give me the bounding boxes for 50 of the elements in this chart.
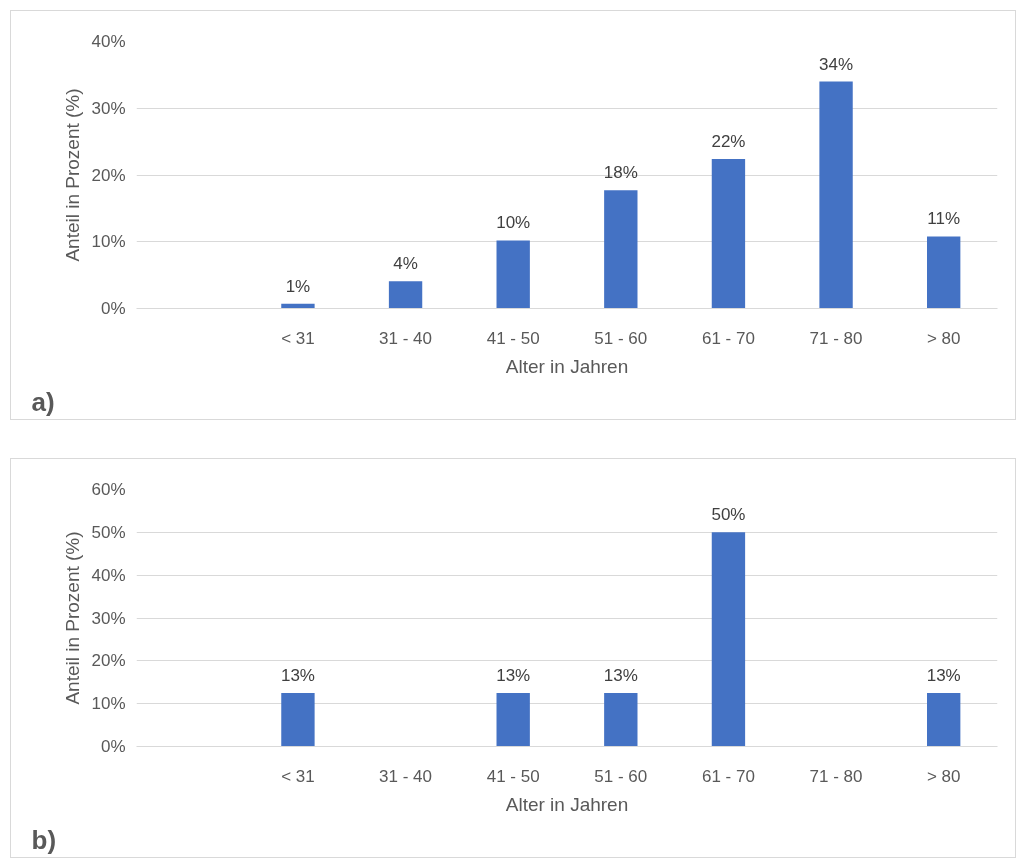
data-label: 13% xyxy=(926,665,961,685)
data-label: 13% xyxy=(280,665,315,685)
x-axis-title: Alter in Jahren xyxy=(505,355,629,377)
x-tick-label: 61 - 70 xyxy=(701,766,755,786)
y-axis-title: Anteil in Prozent (%) xyxy=(62,88,84,262)
data-label: 1% xyxy=(285,276,311,296)
bar xyxy=(927,236,961,309)
bar xyxy=(711,158,746,309)
x-tick-label: 41 - 50 xyxy=(486,328,540,348)
x-axis-title: Alter in Jahren xyxy=(505,793,629,815)
x-tick-label: 61 - 70 xyxy=(701,328,755,348)
y-tick-label: 10% xyxy=(91,232,126,252)
y-axis-title: Anteil in Prozent (%) xyxy=(62,531,84,705)
x-tick-label: > 80 xyxy=(926,766,961,786)
data-label: 13% xyxy=(603,665,638,685)
bar xyxy=(819,81,853,309)
text: a) xyxy=(31,386,55,417)
x-tick-label: 41 - 50 xyxy=(486,766,540,786)
y-tick-label: 30% xyxy=(91,608,126,628)
y-tick-label: 20% xyxy=(91,165,126,185)
x-tick-label: 71 - 80 xyxy=(809,766,863,786)
y-tick-label: 40% xyxy=(91,32,126,51)
bar xyxy=(604,190,638,309)
x-tick-label: < 31 xyxy=(281,766,315,786)
bar xyxy=(496,240,530,309)
x-tick-label: 71 - 80 xyxy=(809,328,863,348)
y-tick-label: 10% xyxy=(91,694,126,714)
text: b) xyxy=(31,824,57,855)
x-tick-label: < 31 xyxy=(281,328,315,348)
data-label: 50% xyxy=(711,505,746,525)
data-label: 10% xyxy=(496,213,531,233)
x-tick-label: 51 - 60 xyxy=(594,328,648,348)
data-label: 11% xyxy=(927,209,961,229)
y-tick-label: 60% xyxy=(91,480,126,499)
data-label: 4% xyxy=(393,254,418,274)
y-tick-label: 50% xyxy=(91,522,126,542)
y-tick-label: 20% xyxy=(91,651,126,671)
y-tick-label: 0% xyxy=(100,737,126,756)
data-label: 22% xyxy=(711,131,746,151)
x-tick-label: 31 - 40 xyxy=(379,766,433,786)
y-tick-label: 40% xyxy=(91,565,126,585)
x-tick-label: 51 - 60 xyxy=(594,766,648,786)
data-label: 18% xyxy=(603,163,638,183)
y-tick-label: 30% xyxy=(91,98,126,118)
x-tick-label: 31 - 40 xyxy=(379,328,433,348)
y-tick-label: 0% xyxy=(100,299,126,318)
data-label: 13% xyxy=(496,665,531,685)
bar xyxy=(388,281,423,309)
data-label: 34% xyxy=(819,54,854,74)
x-tick-label: > 80 xyxy=(926,328,961,348)
